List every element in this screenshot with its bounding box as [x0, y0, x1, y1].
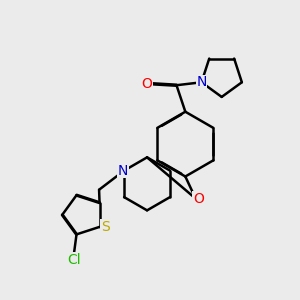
- Text: O: O: [193, 192, 204, 206]
- Text: Cl: Cl: [67, 253, 80, 267]
- Text: N: N: [196, 75, 207, 89]
- Text: O: O: [142, 77, 152, 91]
- Text: N: N: [117, 164, 128, 178]
- Text: S: S: [101, 220, 110, 234]
